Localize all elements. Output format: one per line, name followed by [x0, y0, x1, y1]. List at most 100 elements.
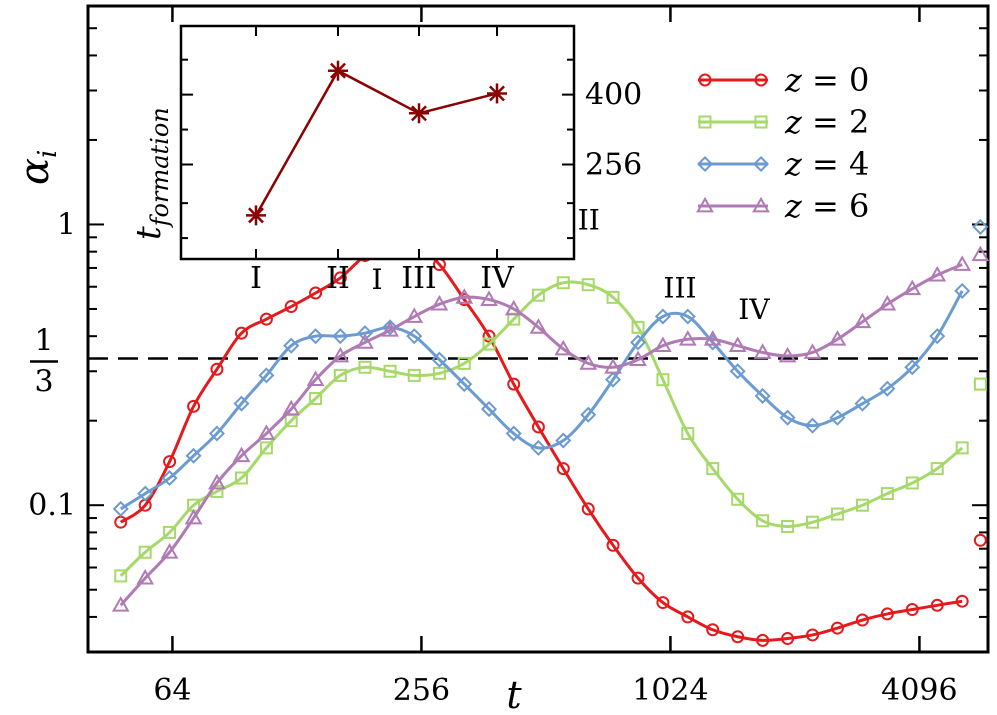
x-tick-label: 256 [393, 673, 450, 708]
inset-y-axis-label: tformation [129, 107, 174, 240]
inset-data-point [409, 103, 429, 124]
data-point [656, 373, 670, 387]
inset-x-tick-label: IV [480, 261, 515, 296]
legend-marker [696, 196, 714, 213]
legend-marker [752, 155, 770, 173]
data-point [309, 391, 323, 405]
data-point [356, 325, 374, 342]
inset-frame [179, 24, 576, 261]
data-point [257, 424, 276, 440]
data-point [581, 278, 595, 292]
data-point [208, 473, 226, 490]
data-point [283, 337, 300, 354]
data-point [605, 371, 622, 388]
legend-label: z = 6 [784, 187, 869, 225]
data-point [781, 632, 795, 646]
data-point [656, 596, 670, 610]
data-point [781, 519, 795, 533]
legend-label: z = 0 [784, 61, 869, 99]
series-line [119, 280, 964, 577]
y-tick-label: 0.1 [28, 488, 76, 523]
data-point [161, 469, 178, 487]
data-point [579, 354, 598, 370]
inset-series-line [254, 69, 498, 216]
data-point [731, 630, 745, 644]
data-point [904, 359, 921, 376]
inset-x-tick-label: II [326, 261, 350, 296]
data-point [259, 312, 273, 326]
series-z-0 [114, 234, 987, 647]
data-point [482, 337, 496, 351]
inset-y-tick-label: 400 [585, 78, 642, 113]
data-point [855, 498, 869, 512]
data-point [187, 399, 201, 413]
data-point [629, 350, 647, 366]
data-point [804, 417, 821, 434]
data-point [954, 282, 971, 299]
annotation-label: IV [738, 293, 770, 326]
data-point [137, 485, 154, 502]
data-point [210, 362, 224, 376]
data-point [482, 329, 496, 343]
data-point [681, 610, 695, 624]
series-z-4 [112, 218, 989, 517]
data-point [481, 401, 498, 418]
data-point [138, 545, 152, 559]
data-point [930, 598, 944, 612]
data-point [307, 328, 324, 345]
data-point [163, 525, 177, 539]
data-point [306, 370, 325, 387]
data-point [731, 492, 745, 506]
data-point [383, 364, 397, 378]
data-point [505, 425, 522, 442]
data-point [184, 508, 203, 525]
data-point [879, 380, 896, 397]
series-line [119, 238, 963, 642]
data-point [259, 441, 273, 455]
data-point [432, 366, 446, 380]
x-tick-label: 1024 [632, 673, 708, 708]
inset-x-tick-label: III [401, 261, 437, 296]
annotation-label: II [578, 203, 600, 236]
data-point [630, 334, 647, 351]
data-point [929, 328, 946, 345]
annotation-label: I [372, 263, 383, 296]
data-point [431, 351, 448, 368]
data-point [185, 447, 202, 464]
data-point [358, 360, 372, 374]
data-point [779, 409, 796, 426]
data-point [284, 300, 298, 314]
data-point [905, 603, 919, 617]
data-point [580, 406, 597, 423]
x-tick-label: 4096 [881, 673, 957, 708]
data-point [407, 368, 421, 382]
asterisk-stroke [248, 207, 264, 224]
data-point [631, 320, 645, 334]
asterisk-stroke [330, 62, 346, 79]
data-point [753, 343, 772, 359]
legend-label: z = 4 [784, 145, 869, 183]
data-point [581, 502, 595, 516]
y-tick-labels: 1 1 3 0.1 [28, 207, 76, 523]
data-point [160, 543, 179, 559]
asterisk-stroke [411, 105, 427, 122]
data-point [556, 276, 570, 290]
legend-marker [696, 155, 714, 173]
data-point [855, 613, 869, 627]
data-point [309, 286, 323, 300]
data-point [606, 290, 620, 304]
data-point [678, 330, 697, 346]
inset-x-tick-label: I [250, 261, 262, 296]
data-point [880, 607, 894, 621]
data-point [905, 476, 919, 490]
data-point [706, 462, 720, 476]
annotation-label: III [663, 271, 696, 304]
data-point [955, 594, 969, 608]
data-point [430, 295, 449, 311]
data-point [854, 395, 871, 412]
inset-data-point [246, 205, 266, 226]
data-point [903, 279, 922, 296]
data-point [234, 471, 248, 485]
